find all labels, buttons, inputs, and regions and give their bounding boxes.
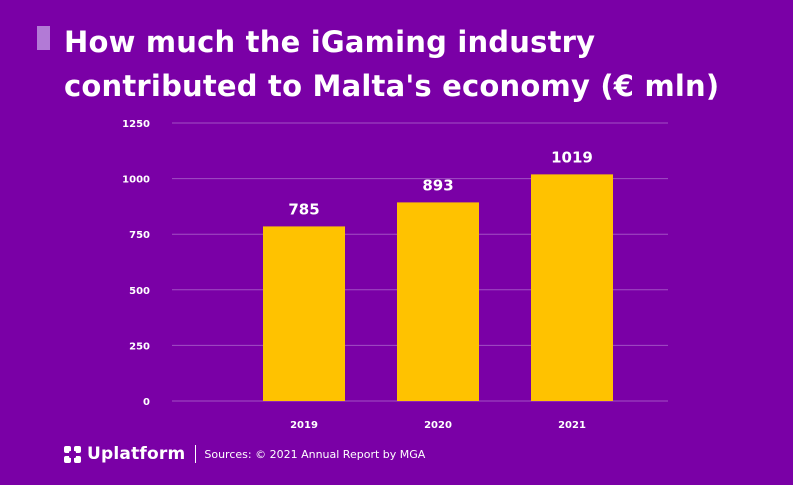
data-label-2021: 1019 bbox=[551, 148, 593, 166]
data-label-2020: 893 bbox=[422, 176, 453, 194]
bar-2019 bbox=[263, 226, 345, 401]
x-tick-label-2019: 2019 bbox=[290, 420, 318, 431]
source-text: Sources: © 2021 Annual Report by MGA bbox=[204, 447, 426, 461]
chart-title: How much the iGaming industry contribute… bbox=[64, 25, 720, 103]
y-tick-label-250: 250 bbox=[129, 341, 150, 352]
footer-separator bbox=[195, 445, 197, 463]
bar-2020 bbox=[397, 202, 479, 401]
title-accent-bar bbox=[37, 26, 50, 50]
x-tick-label-2021: 2021 bbox=[558, 420, 586, 431]
brand-name: Uplatform bbox=[87, 444, 186, 464]
footer: Uplatform Sources: © 2021 Annual Report … bbox=[64, 443, 425, 465]
y-tick-label-0: 0 bbox=[143, 397, 150, 408]
y-tick-label-1250: 1250 bbox=[122, 119, 150, 130]
x-tick-label-2020: 2020 bbox=[424, 420, 452, 431]
data-label-2019: 785 bbox=[288, 200, 319, 218]
y-tick-label-750: 750 bbox=[129, 230, 150, 241]
y-tick-label-1000: 1000 bbox=[122, 175, 150, 186]
uplatform-logo-icon bbox=[64, 445, 81, 463]
bar-2021 bbox=[531, 174, 613, 401]
y-tick-label-500: 500 bbox=[129, 286, 150, 297]
